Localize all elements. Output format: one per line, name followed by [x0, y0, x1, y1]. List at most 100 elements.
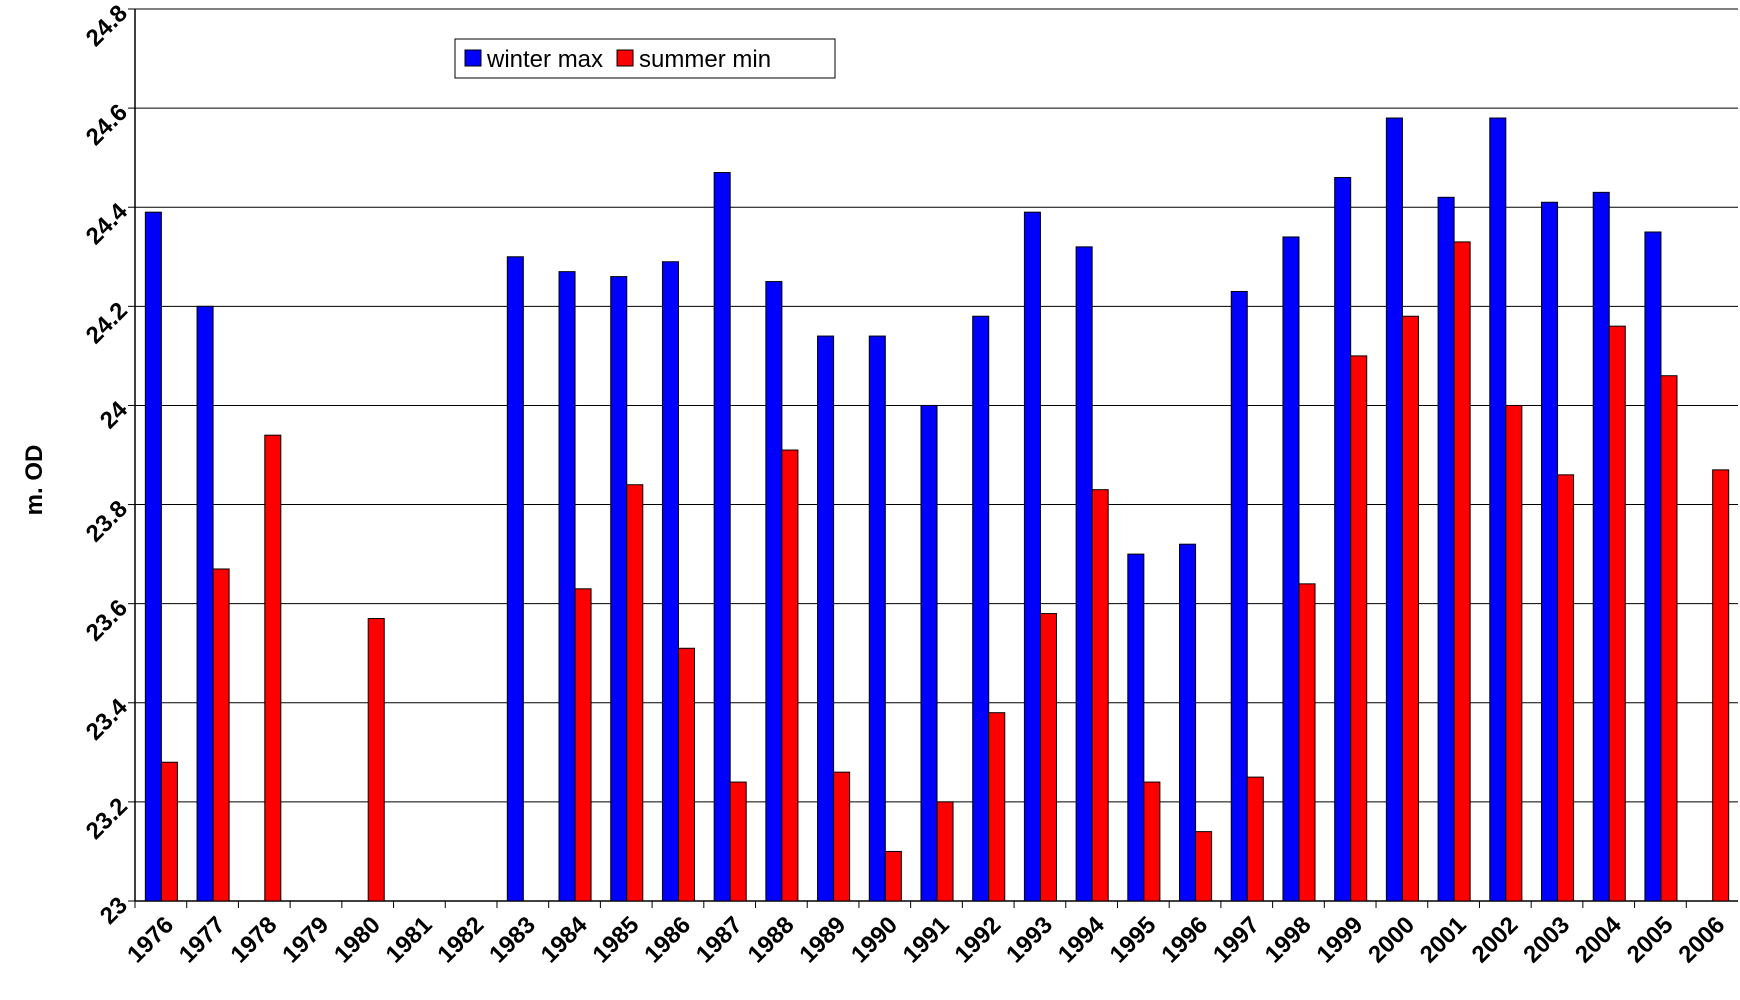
legend-label: winter max — [486, 46, 603, 73]
bar — [1143, 781, 1161, 902]
bar — [196, 305, 214, 902]
bar — [920, 404, 938, 902]
x-tick-label: 1997 — [1208, 911, 1265, 968]
x-tick-label: 1993 — [1001, 911, 1058, 968]
bar — [972, 315, 990, 902]
x-tick-label: 1998 — [1260, 911, 1317, 968]
bar — [1608, 325, 1626, 902]
x-tick-label: 1978 — [226, 911, 283, 968]
x-tick-label: 1984 — [536, 911, 593, 968]
x-tick-label: 1981 — [381, 911, 438, 968]
bar — [1039, 613, 1057, 902]
x-tick-label: 2001 — [1415, 911, 1472, 968]
bar — [1230, 290, 1248, 902]
y-tick-label: 23.4 — [81, 693, 134, 746]
bar — [1557, 474, 1575, 902]
bar — [264, 434, 282, 902]
bar — [1505, 404, 1523, 902]
bar — [212, 568, 230, 902]
y-tick-label: 24.8 — [81, 0, 133, 52]
bar — [1091, 489, 1109, 902]
x-tick-label: 1982 — [432, 911, 489, 968]
x-tick-label: 1999 — [1311, 911, 1368, 968]
x-tick-label: 1992 — [950, 911, 1007, 968]
bar — [574, 588, 592, 902]
bar — [677, 647, 695, 902]
x-tick-label: 2006 — [1673, 911, 1730, 968]
bar — [1712, 469, 1730, 902]
x-tick-label: 1989 — [794, 911, 851, 968]
x-tick-label: 1994 — [1053, 911, 1110, 968]
bar — [988, 712, 1006, 902]
y-tick-label: 23.8 — [81, 495, 133, 547]
x-tick-label: 2004 — [1570, 911, 1627, 968]
y-tick-label: 23.6 — [81, 594, 133, 646]
x-tick-label: 1986 — [639, 911, 696, 968]
x-tick-label: 1988 — [743, 911, 800, 968]
bar — [765, 281, 783, 902]
legend-box — [454, 38, 836, 79]
bar — [868, 335, 886, 902]
bar — [160, 761, 178, 902]
bar — [1179, 543, 1197, 902]
bar — [506, 256, 524, 902]
legend: winter max summer min — [454, 38, 836, 79]
bar — [781, 449, 799, 902]
x-tick-label: 1995 — [1105, 911, 1162, 968]
bar — [1644, 231, 1662, 902]
y-tick-label: 24 — [95, 396, 133, 434]
bar — [936, 801, 954, 902]
bar — [1453, 241, 1471, 902]
bar — [1282, 236, 1300, 902]
x-tick-label: 1985 — [588, 911, 645, 968]
y-tick-label: 23.2 — [81, 793, 133, 845]
bar — [1437, 196, 1455, 902]
y-tick-label: 23 — [95, 892, 133, 930]
bar — [1298, 583, 1316, 902]
bar — [367, 618, 385, 902]
x-tick-label: 2005 — [1622, 911, 1679, 968]
bar — [610, 276, 628, 902]
bar — [1660, 375, 1678, 902]
x-tick-label: 1987 — [691, 911, 748, 968]
bar — [1023, 211, 1041, 902]
bar — [833, 771, 851, 902]
bar — [1489, 117, 1507, 902]
legend-swatch — [616, 49, 634, 67]
bar — [1195, 831, 1213, 902]
bar — [1350, 355, 1368, 902]
bar — [558, 271, 576, 902]
x-tick-label: 1976 — [122, 911, 179, 968]
bar — [1127, 553, 1145, 902]
bar — [884, 850, 902, 902]
bar — [626, 484, 644, 902]
x-tick-label: 1980 — [329, 911, 386, 968]
bar — [144, 211, 162, 902]
y-tick-label: 24.6 — [81, 99, 133, 151]
bar — [1334, 176, 1352, 902]
x-tick-label: 1991 — [898, 911, 955, 968]
bar — [661, 261, 679, 902]
bar — [817, 335, 835, 902]
y-tick-label: 24.2 — [81, 297, 133, 349]
x-tick-label: 1996 — [1156, 911, 1213, 968]
x-tick-label: 2003 — [1518, 911, 1575, 968]
bar — [1075, 246, 1093, 902]
bar — [1246, 776, 1264, 902]
bar — [713, 172, 731, 902]
x-tick-label: 1979 — [277, 911, 334, 968]
bar — [1401, 315, 1419, 902]
bar — [1592, 191, 1610, 902]
y-tick-label: 24.4 — [81, 198, 134, 251]
bar — [1385, 117, 1403, 902]
x-tick-label: 1983 — [484, 911, 541, 968]
bar — [729, 781, 747, 902]
legend-label: summer min — [639, 46, 771, 73]
x-tick-label: 1977 — [174, 911, 231, 968]
x-tick-label: 2002 — [1467, 911, 1524, 968]
x-tick-label: 2000 — [1363, 911, 1420, 968]
y-axis-label: m. OD — [21, 445, 48, 516]
bar — [1541, 201, 1559, 902]
x-tick-label: 1990 — [846, 911, 903, 968]
